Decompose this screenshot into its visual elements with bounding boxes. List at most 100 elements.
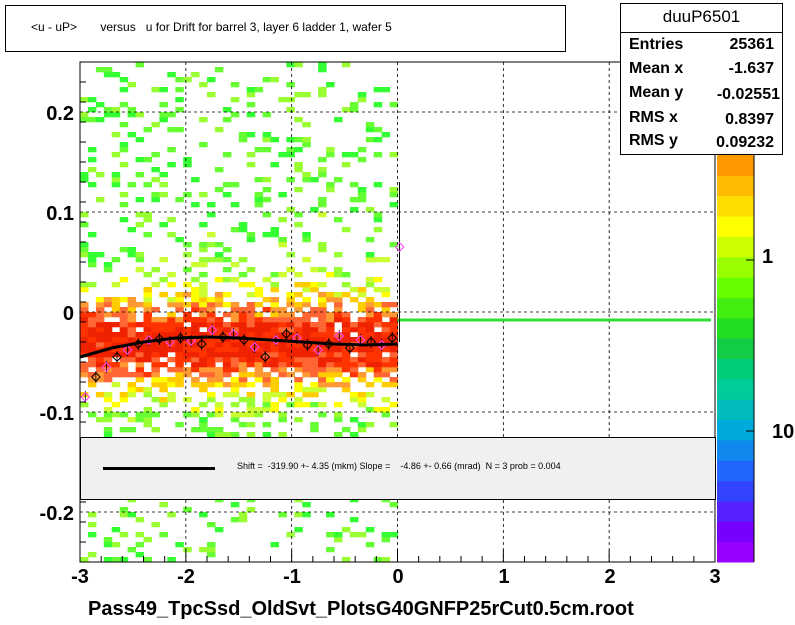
heat-cell <box>334 367 343 373</box>
heat-cell <box>318 357 327 363</box>
heat-cell <box>175 357 184 363</box>
profile-point <box>80 392 91 402</box>
heat-cell <box>230 412 240 418</box>
heat-cell <box>230 312 240 318</box>
heat-cell <box>87 377 97 383</box>
heat-cell <box>80 367 89 373</box>
heat-cell <box>238 397 248 403</box>
heat-cell <box>381 557 391 563</box>
heat-cell <box>167 357 176 363</box>
heat-cell <box>143 537 152 543</box>
heat-cell <box>103 392 113 398</box>
heat-cell <box>381 407 391 413</box>
heat-cell <box>302 237 311 243</box>
heat-cell <box>294 307 303 313</box>
heat-cell <box>262 177 272 183</box>
heat-cell <box>103 352 113 358</box>
heat-cell <box>286 352 295 358</box>
heat-cell <box>95 342 105 348</box>
heat-cell <box>230 262 240 268</box>
heat-cell <box>80 372 89 378</box>
stat-label-mean-x: Mean x <box>629 60 684 77</box>
heat-cell <box>238 357 248 363</box>
heat-cell <box>365 322 375 328</box>
heat-cell <box>246 382 256 388</box>
heat-cell <box>111 307 121 313</box>
heat-cell <box>127 312 137 318</box>
heat-cell <box>214 327 224 333</box>
heat-cell <box>103 417 113 423</box>
heat-cell <box>103 407 113 413</box>
heat-cell <box>207 392 216 398</box>
heat-cell <box>349 417 359 423</box>
heat-cell <box>119 307 129 313</box>
heat-cell <box>103 337 113 343</box>
heat-cell <box>334 357 343 363</box>
heat-cell <box>310 322 319 328</box>
heat-cell <box>175 302 184 308</box>
heat-cell <box>373 352 383 358</box>
heat-cell <box>111 557 121 563</box>
heat-cell <box>207 297 216 303</box>
heat-cell <box>191 362 200 368</box>
y-tick-label: 0.1 <box>46 203 74 225</box>
heat-cell <box>310 352 319 358</box>
heat-cell <box>127 252 137 258</box>
heat-cell <box>199 547 208 553</box>
heat-cell <box>294 347 303 353</box>
heat-cell <box>246 317 256 323</box>
heat-cell <box>381 332 391 338</box>
heat-cell <box>318 387 327 393</box>
heat-cell <box>207 312 216 318</box>
palette-swatch <box>717 338 754 359</box>
heat-cell <box>207 322 216 328</box>
heat-cell <box>159 257 168 263</box>
heat-cell <box>80 332 89 338</box>
heat-cell <box>87 522 97 528</box>
heat-cell <box>135 542 145 548</box>
heat-cell <box>127 512 137 518</box>
heat-cell <box>286 302 295 308</box>
profile-point <box>281 329 292 339</box>
heat-cell <box>389 347 399 353</box>
heat-cell <box>373 137 383 143</box>
heat-cell <box>238 422 248 428</box>
heat-cell <box>207 202 216 208</box>
heat-cell <box>381 292 391 298</box>
heat-cell <box>230 337 240 343</box>
heat-cell <box>230 227 240 233</box>
heat-cell <box>246 362 256 368</box>
heat-cell <box>294 167 303 173</box>
heat-cell <box>357 347 367 353</box>
heat-cell <box>310 362 319 368</box>
heat-cell <box>302 512 311 518</box>
heat-cell <box>143 292 152 298</box>
heat-cell <box>341 527 351 533</box>
heat-cell <box>294 92 303 98</box>
heat-cell <box>270 347 279 353</box>
heat-cell <box>95 367 105 373</box>
heat-cell <box>214 432 224 438</box>
heat-cell <box>373 217 383 223</box>
heat-cell <box>278 317 287 323</box>
heat-cell <box>111 322 121 328</box>
heat-cell <box>326 367 335 373</box>
heat-cell <box>302 297 311 303</box>
heat-cell <box>127 547 137 553</box>
heat-cell <box>238 512 248 518</box>
heat-cell <box>214 527 224 533</box>
heat-cell <box>373 337 383 343</box>
heat-cell <box>207 337 216 343</box>
heat-cell <box>207 257 216 263</box>
heat-cell <box>167 312 176 318</box>
heat-cell <box>341 367 351 373</box>
heat-cell <box>183 282 192 288</box>
heat-cell <box>199 242 208 248</box>
heat-cell <box>87 157 97 163</box>
heat-cell <box>103 342 113 348</box>
heat-cell <box>207 362 216 368</box>
heat-cell <box>254 147 264 153</box>
heat-cell <box>80 317 89 323</box>
heat-cell <box>349 362 359 368</box>
heat-cell <box>175 97 184 103</box>
